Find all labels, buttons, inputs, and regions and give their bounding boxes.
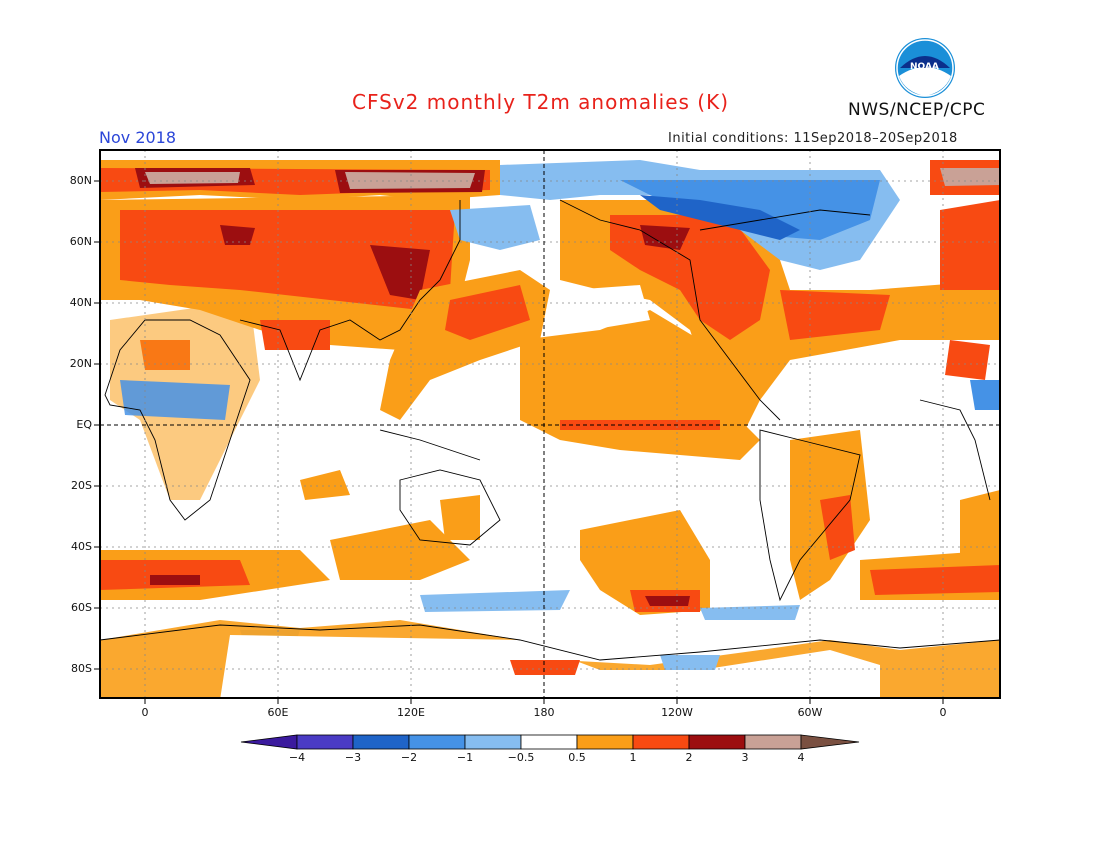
lat-label-40n: 40N (69, 296, 92, 309)
lon-label-60w: 60W (797, 706, 823, 719)
colorbar-label-p05: 0.5 (568, 751, 586, 764)
lon-label-60e: 60E (267, 706, 289, 719)
colorbar-arrow-left (240, 734, 298, 750)
colorbar-label-p3: 3 (741, 751, 749, 764)
lat-label-80n: 80N (69, 174, 92, 187)
lat-label-20n: 20N (69, 357, 92, 370)
colorbar-label-m2: −2 (400, 751, 418, 764)
lat-label-60n: 60N (69, 235, 92, 248)
lon-label-180: 180 (533, 706, 555, 719)
colorbar-label-m3: −3 (344, 751, 362, 764)
equator-dateline (100, 150, 1000, 698)
valid-month: Nov 2018 (99, 128, 177, 147)
colorbar-arrow-right (800, 734, 860, 750)
colorbar-label-p4: 4 (797, 751, 805, 764)
gridlines (100, 150, 1000, 698)
tick-marks (94, 180, 944, 704)
colorbar-label-p2: 2 (685, 751, 693, 764)
anomaly-field (100, 160, 1000, 698)
coastlines (100, 199, 1000, 661)
colorbar-label-m05: −0.5 (507, 751, 535, 764)
agency-label: NWS/NCEP/CPC (848, 100, 986, 120)
colorbar-label-m1: −1 (456, 751, 474, 764)
lat-label-20s: 20S (71, 479, 92, 492)
chart-title: CFSv2 monthly T2m anomalies (K) (352, 90, 729, 114)
lon-label-120w: 120W (661, 706, 693, 719)
colorbar (240, 734, 860, 750)
noaa-logo-text: NOAA (910, 62, 939, 72)
colorbar-label-p1: 1 (629, 751, 637, 764)
initial-conditions: Initial conditions: 11Sep2018–20Sep2018 (668, 131, 958, 146)
noaa-logo (895, 38, 955, 98)
map-frame (99, 149, 1001, 699)
lat-label-40s: 40S (71, 540, 92, 553)
lat-label-80s: 80S (71, 662, 92, 675)
colorbar-label-m4: −4 (288, 751, 306, 764)
lon-label-120e: 120E (397, 706, 425, 719)
lat-label-60s: 60S (71, 601, 92, 614)
lat-label-eq: EQ (76, 418, 92, 431)
lon-label-0-right: 0 (939, 706, 947, 719)
lon-label-0-left: 0 (141, 706, 149, 719)
